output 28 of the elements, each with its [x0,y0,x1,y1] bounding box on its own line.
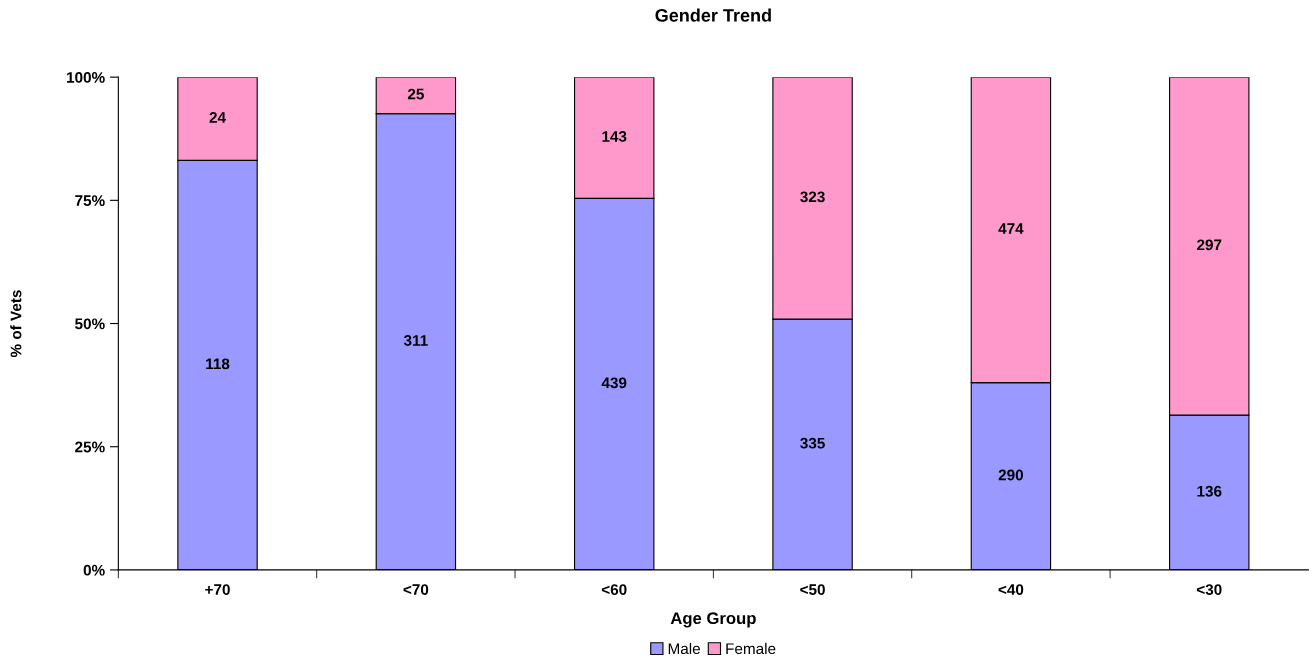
annotation: 290 [998,469,1024,481]
annotation: 25 [407,88,424,100]
annotation: 474 [998,223,1024,234]
annotation: 24 [209,112,226,123]
y-tick-label: 100% [67,72,105,83]
annotation: 323 [800,191,825,203]
x-tick-label: <50 [800,584,825,596]
x-axis-title: Age Group [670,612,756,628]
x-tick-label: <60 [601,584,627,596]
legend-label: Female [726,642,776,655]
annotation: 311 [403,335,428,346]
x-tick-label: <30 [1196,584,1222,596]
annotation: 136 [1197,485,1222,497]
annotation: 439 [601,377,627,389]
x-tick-label: <70 [403,584,429,596]
annotation: 297 [1197,239,1222,251]
annotation: 335 [800,437,825,449]
x-tick-label: +70 [205,584,230,596]
y-tick-label: 50% [75,318,105,330]
annotation: 118 [206,358,230,370]
legend-label: Male [668,642,700,655]
annotation: 143 [602,131,627,142]
y-tick-label: 25% [75,441,105,453]
y-tick-label: 75% [75,195,105,207]
y-tick-label: 0% [83,564,105,576]
chart-title: Gender Trend [655,8,771,22]
y-axis-title: % of Vets [10,290,22,358]
x-tick-label: <40 [998,584,1024,596]
